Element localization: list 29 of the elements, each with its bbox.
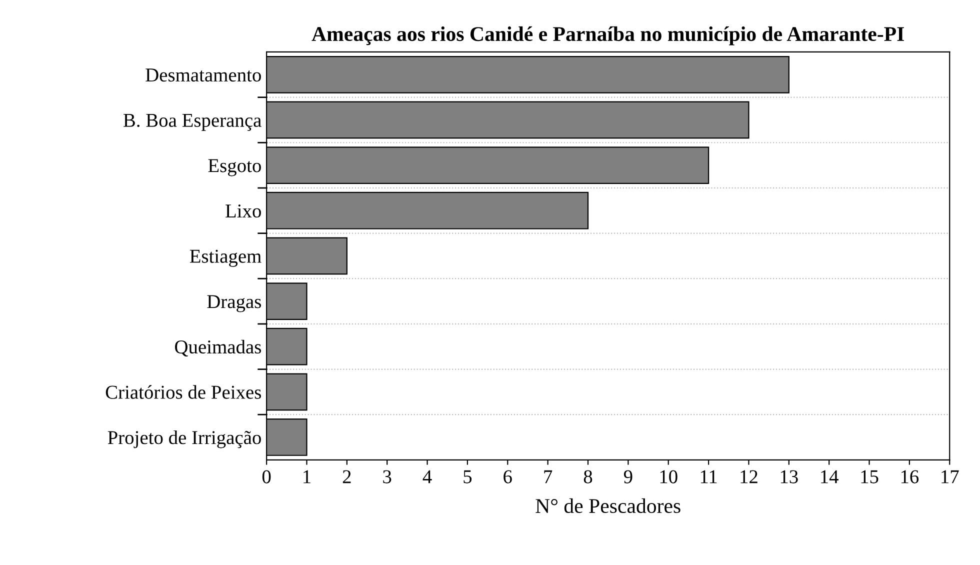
y-tick-label: Lixo (226, 204, 261, 218)
x-tick-label: 1 (304, 470, 310, 484)
y-tick-label: Estiagem (190, 250, 262, 267)
y-tick-label: B. Boa Esperança (123, 114, 262, 131)
x-tick-label: 14 (821, 470, 838, 484)
x-tick-label: 13 (780, 470, 798, 484)
x-tick-label: 7 (544, 470, 552, 484)
x-tick-label: 5 (464, 470, 472, 484)
x-tick-label: 10 (660, 470, 678, 484)
y-tick-label: Projeto de Irrigação (108, 430, 261, 448)
x-tick-label: 9 (624, 470, 632, 484)
x-tick-label: 12 (740, 470, 758, 484)
chart-title: Ameaças aos rios Canidé e Parnaíba no município de Amarante-PI (312, 26, 904, 46)
x-tick-label: 8 (584, 470, 592, 484)
x-tick-label: 3 (383, 470, 392, 484)
x-axis-title: N° de Pescadores (536, 498, 680, 514)
x-tick-label: 16 (901, 470, 919, 484)
x-tick-label: 6 (504, 470, 512, 484)
y-tick-label: Esgoto (208, 159, 261, 176)
y-tick-label: Queimadas (175, 340, 261, 356)
x-tick-label: 2 (342, 470, 351, 484)
y-tick-label: Criatórios de Peixes (106, 385, 261, 399)
y-tick-label: Desmatamento (146, 68, 261, 82)
y-tick-label: Dragas (207, 295, 261, 312)
x-tick-label: 17 (942, 470, 959, 484)
x-tick-label: 4 (422, 470, 432, 484)
x-tick-label: 0 (262, 470, 271, 484)
x-tick-label: 15 (861, 470, 878, 484)
x-tick-label: 11 (700, 470, 717, 484)
